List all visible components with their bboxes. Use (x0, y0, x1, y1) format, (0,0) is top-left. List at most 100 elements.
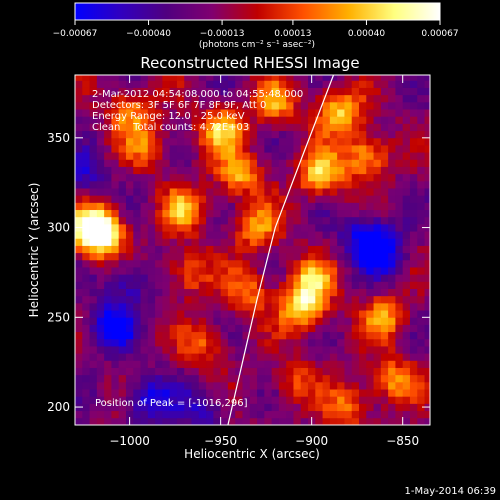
heatmap-cell (133, 259, 141, 268)
heatmap-cell (315, 267, 323, 275)
heatmap-cell (424, 324, 430, 333)
heatmap-cell (82, 245, 90, 254)
heatmap-cell (155, 238, 163, 246)
heatmap-cell (111, 145, 120, 153)
heatmap-cell (329, 295, 338, 304)
heatmap-cell (337, 252, 345, 261)
heatmap-cell (191, 331, 200, 340)
heatmap-cell (300, 202, 309, 211)
heatmap-cell (409, 94, 418, 103)
heatmap-cell (286, 216, 294, 225)
heatmap-cell (162, 180, 171, 189)
heatmap-cell (308, 209, 316, 218)
heatmap-cell (380, 410, 389, 419)
heatmap-cell (409, 317, 418, 325)
heatmap-cell (82, 410, 90, 419)
heatmap-cell (176, 331, 185, 340)
heatmap-cell (184, 152, 192, 160)
heatmap-cell (329, 346, 338, 354)
heatmap-cell (198, 374, 207, 383)
heatmap-cell (82, 209, 90, 218)
heatmap-cell (257, 130, 265, 139)
heatmap-cell (184, 223, 192, 232)
heatmap-cell (402, 360, 411, 368)
heatmap-cell (337, 331, 345, 340)
heatmap-cell (147, 245, 156, 254)
heatmap-cell (380, 417, 389, 425)
heatmap-cell (308, 180, 316, 189)
heatmap-cell (424, 216, 430, 225)
heatmap-cell (118, 310, 127, 318)
heatmap-cell (104, 245, 112, 254)
heatmap-cell (184, 317, 192, 325)
heatmap-cell (315, 195, 323, 203)
heatmap-cell (118, 87, 127, 96)
heatmap-cell (220, 353, 229, 361)
heatmap-cell (96, 101, 105, 110)
heatmap-cell (351, 310, 360, 318)
heatmap-cell (140, 109, 149, 117)
heatmap-cell (409, 281, 418, 289)
heatmap-cell (191, 152, 200, 160)
x-tick-label: −850 (386, 434, 419, 448)
heatmap-cell (89, 195, 98, 203)
heatmap-cell (213, 116, 222, 124)
heatmap-cell (249, 188, 258, 196)
heatmap-cell (75, 195, 83, 203)
heatmap-cell (257, 166, 265, 175)
heatmap-cell (227, 223, 236, 232)
heatmap-cell (147, 130, 156, 139)
heatmap-cell (169, 317, 178, 325)
heatmap-cell (235, 396, 243, 404)
heatmap-cell (424, 310, 430, 318)
heatmap-cell (359, 80, 367, 88)
heatmap-cell (147, 259, 156, 268)
heatmap-cell (104, 353, 112, 361)
heatmap-cell (264, 417, 273, 425)
heatmap-cell (337, 216, 345, 225)
heatmap-cell (264, 274, 273, 282)
heatmap-cell (278, 80, 287, 88)
heatmap-cell (293, 101, 302, 110)
heatmap-cell (388, 346, 396, 354)
heatmap-cell (322, 145, 331, 153)
heatmap-cell (111, 152, 120, 160)
heatmap-cell (315, 137, 323, 146)
heatmap-cell (169, 374, 178, 383)
heatmap-cell (315, 180, 323, 189)
heatmap-cell (322, 159, 331, 167)
heatmap-cell (242, 202, 251, 211)
heatmap-cell (169, 216, 178, 225)
heatmap-cell (257, 259, 265, 268)
heatmap-cell (286, 159, 294, 167)
heatmap-cell (373, 252, 382, 261)
heatmap-cell (322, 173, 331, 182)
heatmap-cell (169, 209, 178, 218)
heatmap-cell (198, 137, 207, 146)
heatmap-cell (322, 166, 331, 175)
heatmap-cell (417, 389, 425, 397)
heatmap-cell (329, 288, 338, 297)
heatmap-cell (315, 216, 323, 225)
heatmap-cell (402, 338, 411, 347)
heatmap-cell (257, 116, 265, 124)
heatmap-cell (75, 245, 83, 254)
heatmap-cell (395, 116, 404, 124)
heatmap-cell (249, 295, 258, 304)
heatmap-cell (344, 75, 353, 81)
heatmap-cell (220, 245, 229, 254)
heatmap-cell (395, 360, 404, 368)
heatmap-cell (155, 101, 163, 110)
heatmap-cell (133, 274, 141, 282)
heatmap-cell (308, 87, 316, 96)
heatmap-cell (359, 389, 367, 397)
heatmap-cell (351, 338, 360, 347)
heatmap-cell (242, 367, 251, 376)
heatmap-cell (82, 353, 90, 361)
heatmap-cell (329, 324, 338, 333)
heatmap-cell (417, 145, 425, 153)
x-axis-label: Heliocentric X (arcsec) (184, 447, 320, 461)
heatmap-cell (395, 245, 404, 254)
heatmap-cell (89, 259, 98, 268)
